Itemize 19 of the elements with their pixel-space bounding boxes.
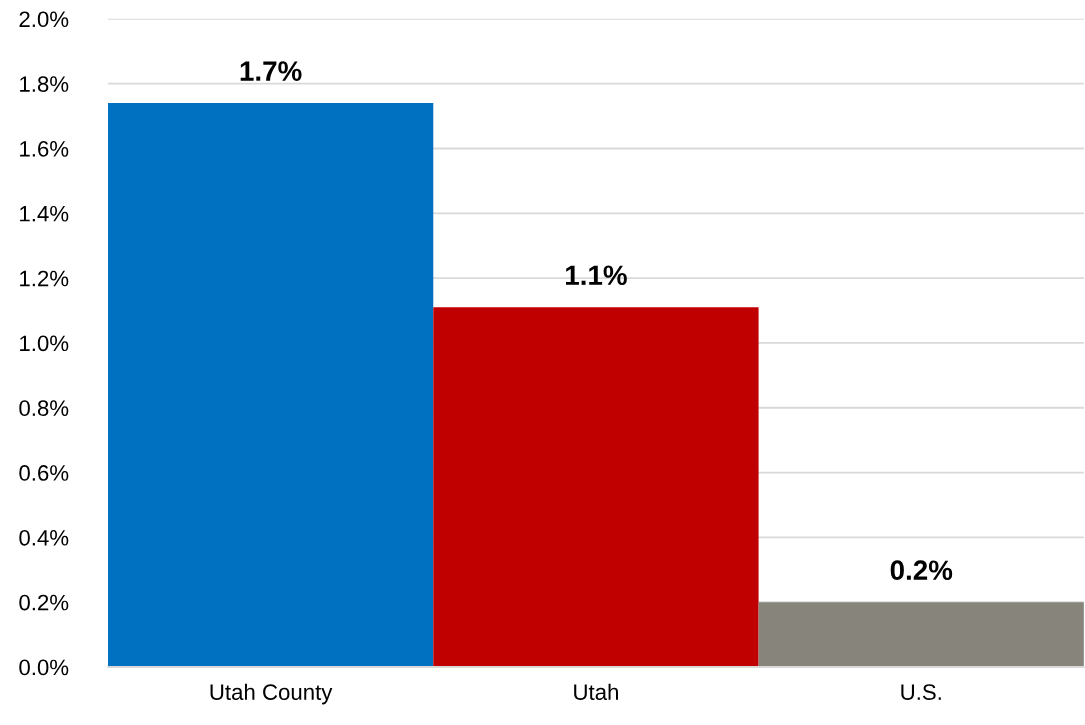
y-tick-label: 0.0% xyxy=(19,659,69,676)
bar xyxy=(758,602,1084,667)
x-tick-label: Utah xyxy=(574,683,618,700)
data-label: 1.7% xyxy=(240,61,302,81)
y-tick-label: 2.0% xyxy=(19,11,69,28)
x-tick-label: Utah County xyxy=(210,683,333,705)
y-tick-label: 0.8% xyxy=(19,400,69,417)
y-tick-label: 0.2% xyxy=(19,594,69,611)
y-tick-label: 1.6% xyxy=(20,141,69,157)
x-tick-label: U.S. xyxy=(901,684,941,700)
y-tick-label: 1.2% xyxy=(20,270,69,287)
y-tick-label: 1.0% xyxy=(20,335,69,352)
y-tick-label: 1.8% xyxy=(20,76,69,92)
bar xyxy=(433,307,759,667)
y-tick-label: 1.4% xyxy=(20,205,69,222)
y-tick-label: 0.6% xyxy=(19,465,69,481)
data-label: 0.2% xyxy=(890,560,953,581)
y-tick-label: 0.4% xyxy=(19,529,69,546)
data-label: 1.1% xyxy=(566,265,627,286)
